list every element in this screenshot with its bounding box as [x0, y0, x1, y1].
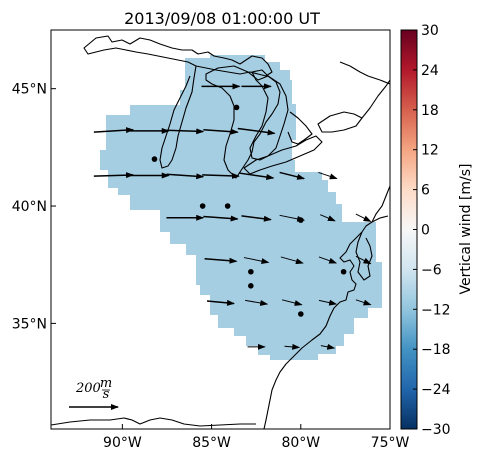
y-tick-label: 35°N: [12, 316, 47, 332]
chart-title: 2013/09/08 01:00:00 UT: [124, 9, 320, 28]
colorbar-tick-label: −6: [421, 262, 442, 278]
colorbar-ticks: 30 24 18 12 6 0 −6 −12 −18 −24 −30: [413, 23, 451, 438]
lake-michigan-shore: [159, 65, 197, 169]
colorbar-tick-label: −18: [421, 342, 451, 358]
colorbar-tick-label: −12: [421, 302, 451, 318]
wind-vector: [355, 213, 372, 222]
atlantic-coast: [263, 185, 390, 429]
reference-arrow-unit-denominator: s: [103, 387, 110, 402]
site-marker: [233, 104, 240, 111]
wind-vector: [284, 343, 301, 350]
georgian-bay-shore: [287, 111, 313, 145]
coastlines: [51, 35, 390, 429]
colorbar-tick-label: 30: [421, 23, 439, 39]
wind-vector: [203, 215, 239, 222]
site-marker: [248, 283, 254, 289]
lake-huron-shore: [249, 69, 289, 161]
wind-vector: [280, 256, 304, 265]
wind-vector: [203, 128, 239, 135]
chesapeake-bay: [355, 231, 373, 281]
lake-ontario-shore: [317, 111, 363, 133]
site-marker: [151, 156, 158, 162]
map-area: [51, 30, 390, 429]
wind-vector: [355, 255, 372, 265]
wind-vector: [237, 127, 276, 136]
gulf-coast: [51, 417, 256, 427]
wind-vector: [204, 257, 238, 264]
wind-vector: [243, 257, 270, 265]
y-tick-label: 40°N: [12, 199, 47, 215]
site-marker: [297, 311, 304, 317]
site-marker: [248, 268, 254, 275]
wind-vector: [166, 173, 205, 180]
wind-vector: [202, 172, 240, 179]
x-tick-label: 75°W: [371, 435, 410, 451]
wind-vector: [318, 171, 338, 180]
colorbar-tick-label: 6: [421, 183, 430, 199]
wind-vector: [355, 299, 372, 306]
wind-vector: [241, 215, 272, 222]
colorbar: 30 24 18 12 6 0 −6 −12 −18 −24 −30 Vertical wind […: [400, 23, 474, 438]
wind-vector: [320, 343, 336, 350]
y-axis-ticks: 45°N 40°N 35°N: [12, 82, 56, 332]
colorbar-tick-label: −24: [421, 382, 451, 398]
wind-vector: [206, 299, 235, 306]
wind-vectors: [93, 83, 372, 350]
lake-superior-shore: [83, 35, 273, 77]
site-marker: [199, 203, 206, 209]
reference-arrow-label: 200: [75, 381, 101, 396]
wind-vector: [166, 128, 205, 135]
wind-vector: [279, 171, 306, 180]
y-tick-label: 45°N: [12, 82, 47, 98]
x-tick-label: 85°W: [192, 435, 231, 451]
colorbar-label: Vertical wind [m/s]: [458, 164, 474, 295]
lake-erie-shore: [243, 135, 323, 175]
wind-vector: [281, 299, 303, 306]
long-island: [371, 215, 389, 223]
reference-arrow-key: 200 m s: [69, 376, 119, 410]
northeast-coast: [339, 61, 390, 85]
x-tick-label: 90°W: [103, 435, 142, 451]
wind-vector: [279, 214, 306, 222]
wind-vector: [93, 172, 135, 179]
wind-vector: [320, 214, 336, 222]
site-marker: [224, 203, 231, 209]
wind-vector: [93, 127, 135, 134]
map-frame: [50, 29, 391, 430]
lower-michigan-shore: [205, 65, 281, 179]
coverage-region: [100, 55, 382, 360]
x-tick-label: 80°W: [281, 435, 320, 451]
x-axis-ticks: 90°W 85°W 80°W 75°W: [103, 424, 409, 451]
reference-arrow-unit-numerator: m: [100, 376, 112, 391]
colorbar-tick-label: −30: [421, 422, 451, 438]
colorbar-tick-label: 12: [421, 143, 439, 159]
wind-vector: [238, 172, 275, 180]
wind-vector: [318, 256, 338, 264]
site-marker: [340, 268, 347, 275]
wind-vector: [318, 299, 338, 306]
colorbar-tick-label: 0: [421, 223, 430, 239]
wind-vector: [245, 299, 269, 306]
st-lawrence-shore: [361, 79, 390, 119]
colorbar-tick-label: 24: [421, 63, 439, 79]
colorbar-tick-label: 18: [421, 103, 439, 119]
